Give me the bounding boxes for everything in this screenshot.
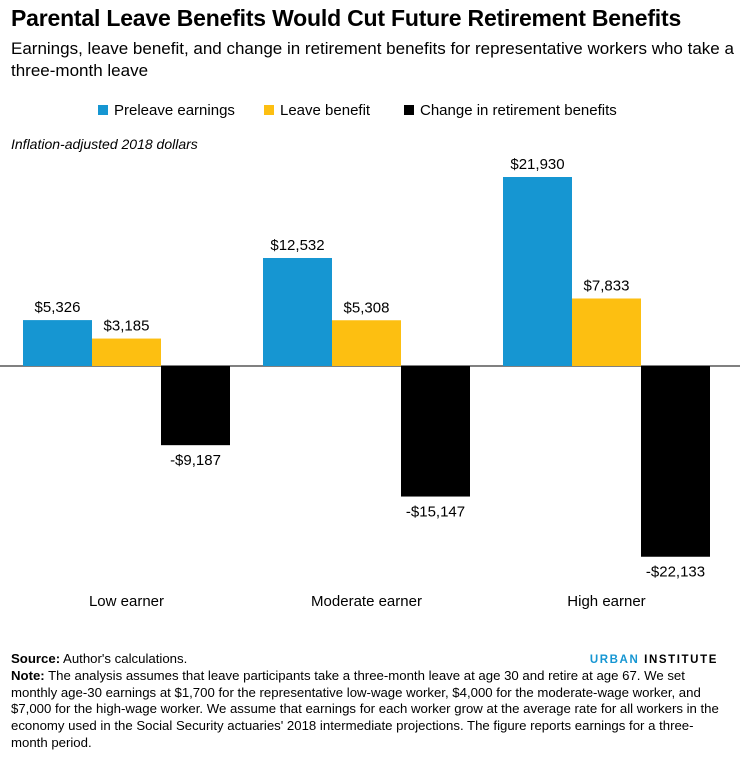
source-text: Author's calculations. <box>60 651 188 666</box>
bar-moderate-leave-benefit <box>332 320 401 366</box>
data-label-moderate-retirement-change: -$15,147 <box>406 504 465 521</box>
data-label-moderate-leave-benefit: $5,308 <box>344 299 390 316</box>
legend-item-leave-benefit: Leave benefit <box>264 102 370 119</box>
unit-note: Inflation-adjusted 2018 dollars <box>11 136 198 152</box>
bar-high-preleave <box>503 177 572 366</box>
note-text: The analysis assumes that leave particip… <box>11 667 719 750</box>
bar-low-retirement-change <box>161 366 230 446</box>
data-label-high-preleave: $21,930 <box>510 156 564 173</box>
legend-label-preleave: Preleave earnings <box>114 102 235 119</box>
legend-item-retirement-change: Change in retirement benefits <box>404 102 617 119</box>
data-label-moderate-preleave: $12,532 <box>270 237 324 254</box>
legend-label-retirement-change: Change in retirement benefits <box>420 102 617 119</box>
chart-subtitle: Earnings, leave benefit, and change in r… <box>11 39 734 80</box>
category-label-low: Low earner <box>89 593 164 610</box>
data-label-high-leave-benefit: $7,833 <box>584 277 630 294</box>
bar-chart: $5,326 $3,185 -$9,187 Low earner $12,532 $5,3… <box>0 156 740 610</box>
note-label: Note: <box>11 667 45 683</box>
data-label-low-leave-benefit: $3,185 <box>104 318 150 335</box>
data-label-low-preleave: $5,326 <box>35 299 81 316</box>
bar-high-leave-benefit <box>572 298 641 366</box>
data-label-high-retirement-change: -$22,133 <box>646 564 705 581</box>
category-label-high: High earner <box>567 593 645 610</box>
legend-label-leave-benefit: Leave benefit <box>280 102 371 119</box>
bar-moderate-preleave <box>263 257 332 366</box>
bar-high-retirement-change <box>641 366 710 557</box>
category-label-moderate: Moderate earner <box>311 593 422 610</box>
legend-swatch-retirement-change <box>404 104 414 115</box>
legend-item-preleave: Preleave earnings <box>98 102 235 119</box>
legend-swatch-leave-benefit <box>264 104 274 115</box>
bar-low-preleave <box>23 320 92 366</box>
urban-institute-logo: URBAN INSTITUTE <box>589 654 718 666</box>
chart-footer: Source: Author's calculations. Note: The… <box>11 651 721 752</box>
source-label: Source: <box>11 651 61 666</box>
bar-moderate-retirement-change <box>401 366 470 497</box>
legend-swatch-preleave <box>98 104 108 115</box>
bar-low-leave-benefit <box>92 338 161 366</box>
data-label-low-retirement-change: -$9,187 <box>170 452 221 469</box>
chart-title: Parental Leave Benefits Would Cut Future… <box>11 5 682 31</box>
